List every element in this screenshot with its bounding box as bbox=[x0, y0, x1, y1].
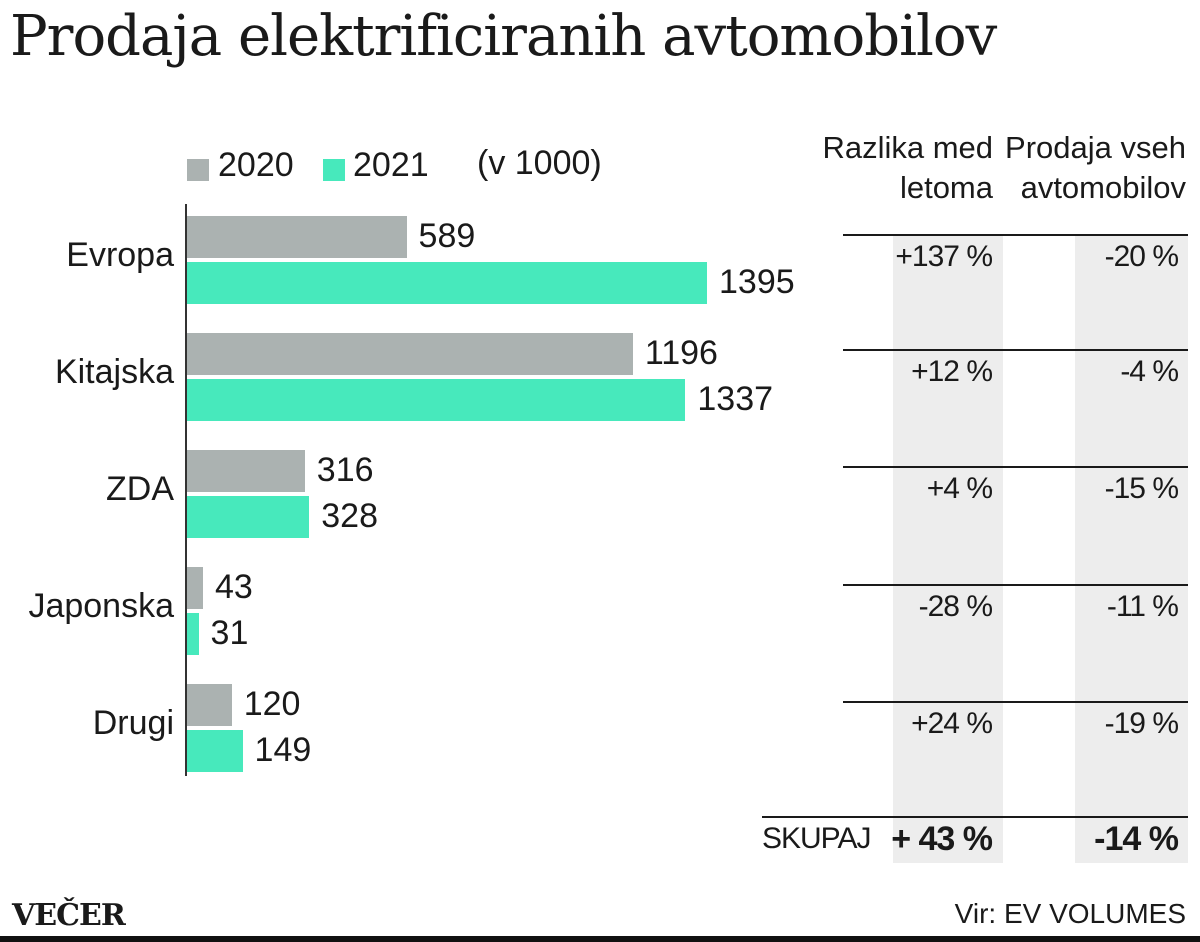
category-label: ZDA bbox=[106, 470, 174, 508]
category-label: Drugi bbox=[92, 704, 174, 742]
total-all-sales: -14 % bbox=[1094, 820, 1179, 858]
cell-all-sales: -20 % bbox=[1104, 240, 1179, 273]
header-difference-line1: Razlika med bbox=[822, 130, 993, 165]
footer-bar bbox=[0, 936, 1200, 942]
bar-2021-kitajska bbox=[187, 379, 686, 421]
bar-2020-japonska bbox=[187, 567, 204, 609]
category-label: Kitajska bbox=[54, 353, 174, 391]
bar-value-label: 149 bbox=[254, 731, 312, 769]
legend-label-2021: 2021 bbox=[353, 146, 429, 184]
cell-difference: -28 % bbox=[918, 590, 993, 623]
unit-label: (v 1000) bbox=[477, 144, 602, 182]
bar-2021-evropa bbox=[187, 262, 707, 304]
bar-2021-japonska bbox=[187, 613, 199, 655]
cell-all-sales: -19 % bbox=[1104, 707, 1179, 740]
chart-title: Prodaja elektrificiranih avtomobilov bbox=[10, 4, 997, 69]
column-shade-all-sales bbox=[1075, 235, 1188, 863]
total-rule bbox=[762, 816, 1188, 818]
y-axis-line bbox=[185, 204, 187, 776]
bar-2020-kitajska bbox=[187, 333, 633, 375]
row-rule bbox=[843, 701, 1188, 703]
column-shade-difference bbox=[893, 235, 1003, 863]
cell-all-sales: -15 % bbox=[1104, 472, 1179, 505]
bar-2021-zda bbox=[187, 496, 310, 538]
total-label: SKUPAJ bbox=[762, 822, 871, 855]
vecer-logo: VEČER bbox=[12, 898, 126, 933]
bar-2020-evropa bbox=[187, 216, 407, 258]
row-rule bbox=[843, 349, 1188, 351]
legend-swatch-2021 bbox=[323, 159, 345, 181]
header-difference: Razlika med letoma bbox=[822, 128, 993, 208]
bar-value-label: 43 bbox=[215, 568, 253, 606]
total-difference: + 43 % bbox=[891, 820, 993, 858]
category-label: Evropa bbox=[66, 236, 174, 274]
bar-value-label: 120 bbox=[243, 685, 301, 723]
bar-value-label: 316 bbox=[316, 451, 374, 489]
cell-all-sales: -4 % bbox=[1120, 355, 1179, 388]
cell-difference: +24 % bbox=[911, 707, 993, 740]
bar-value-label: 1337 bbox=[697, 380, 774, 418]
bar-2021-drugi bbox=[187, 730, 243, 772]
bar-value-label: 31 bbox=[210, 614, 249, 652]
cell-difference: +12 % bbox=[911, 355, 993, 388]
category-label: Japonska bbox=[28, 587, 174, 625]
header-difference-line2: letoma bbox=[899, 170, 993, 205]
row-rule bbox=[843, 234, 1188, 236]
row-rule bbox=[843, 466, 1188, 468]
legend-label-2020: 2020 bbox=[218, 146, 294, 184]
bar-value-label: 1395 bbox=[719, 263, 795, 301]
header-all-sales: Prodaja vseh avtomobilov bbox=[1005, 128, 1186, 208]
bar-value-label: 1196 bbox=[644, 334, 718, 372]
bar-value-label: 589 bbox=[418, 217, 476, 255]
source-note: Vir: EV VOLUMES bbox=[954, 898, 1186, 929]
legend-swatch-2020 bbox=[187, 159, 209, 181]
row-rule bbox=[843, 584, 1188, 586]
header-all-sales-line2: avtomobilov bbox=[1020, 170, 1186, 205]
cell-difference: +4 % bbox=[926, 472, 993, 505]
bar-2020-drugi bbox=[187, 684, 232, 726]
bar-2020-zda bbox=[187, 450, 305, 492]
header-all-sales-line1: Prodaja vseh bbox=[1005, 130, 1186, 165]
cell-difference: +137 % bbox=[895, 240, 993, 273]
bar-value-label: 328 bbox=[321, 497, 378, 535]
cell-all-sales: -11 % bbox=[1106, 590, 1179, 623]
